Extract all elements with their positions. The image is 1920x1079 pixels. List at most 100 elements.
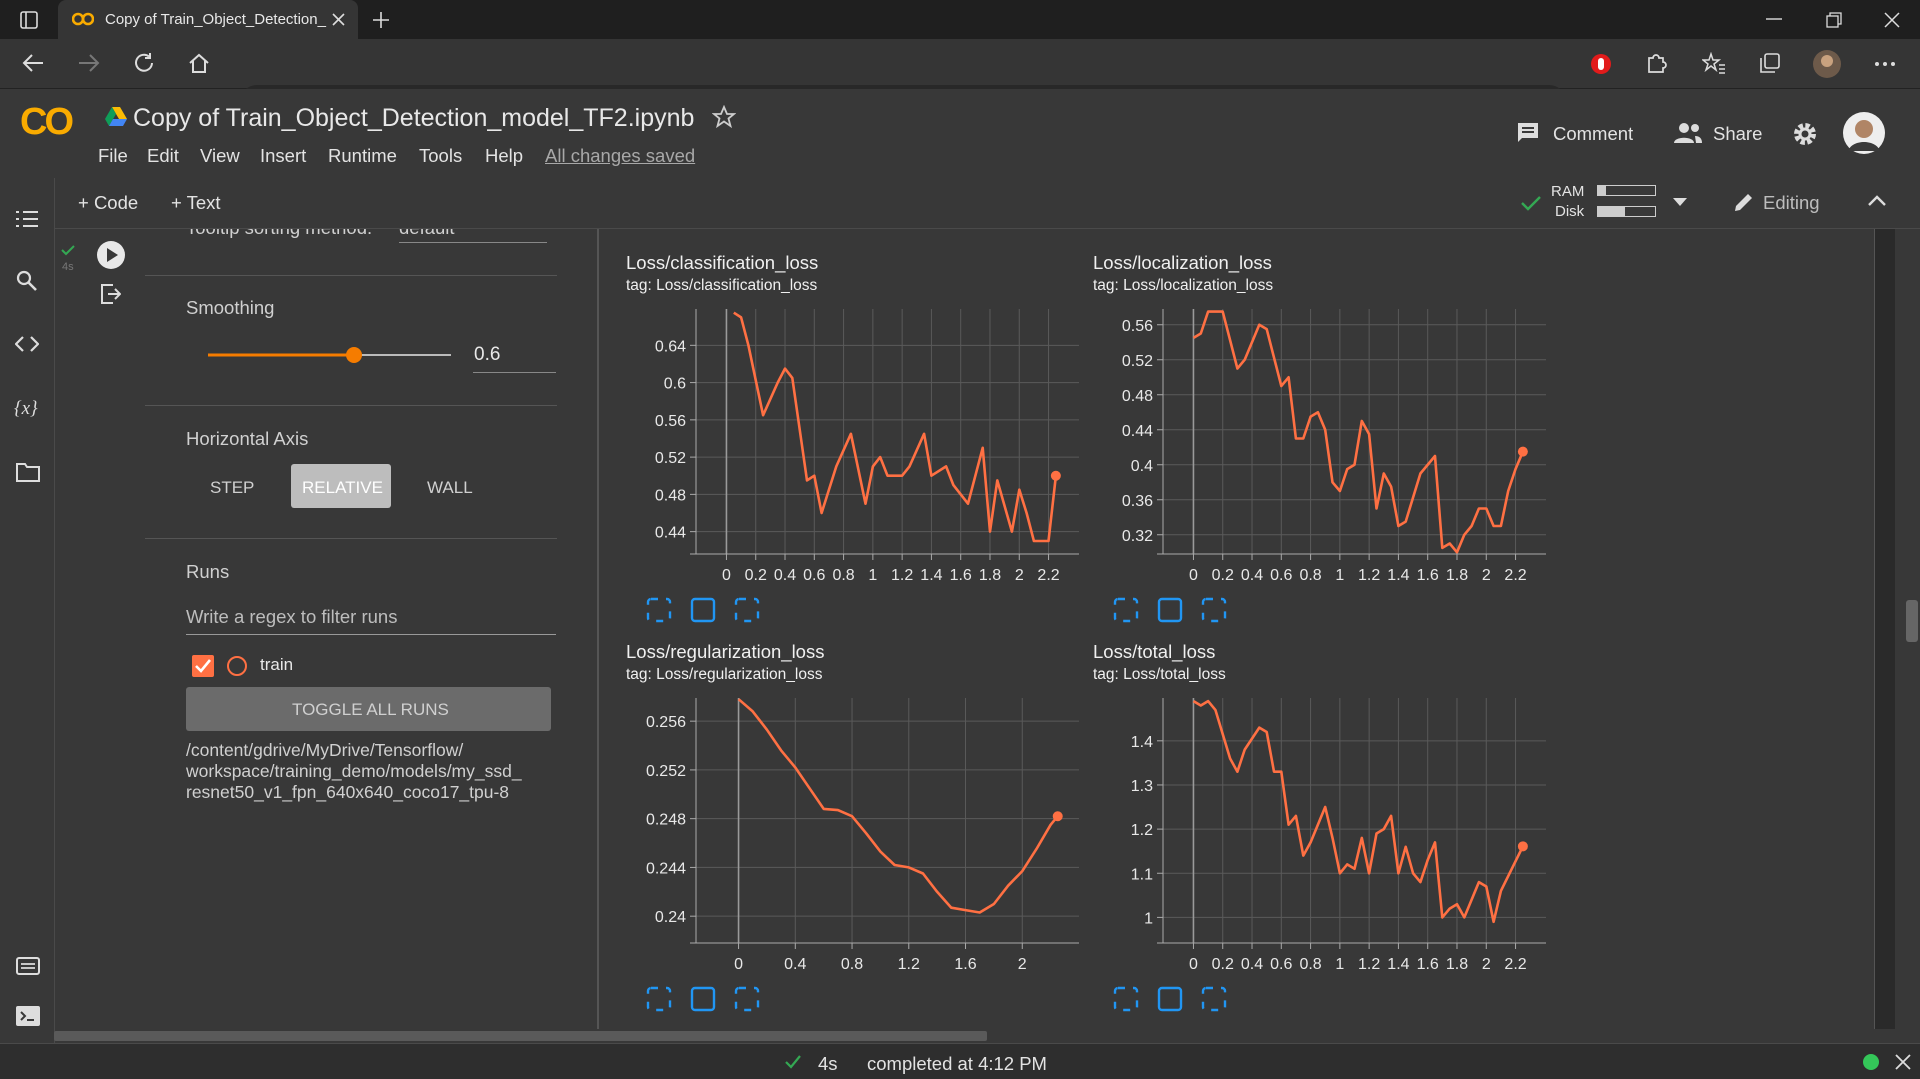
code-snippets-icon[interactable]	[15, 336, 39, 352]
x-tick-label: 1.8	[1446, 567, 1468, 584]
add-code[interactable]: + Code	[78, 192, 139, 213]
variables-icon[interactable]: {x}	[14, 396, 40, 420]
menu-help[interactable]: Help	[485, 145, 524, 166]
menu-insert[interactable]: Insert	[260, 145, 307, 166]
add-text[interactable]: + Text	[171, 192, 221, 213]
x-tick-label: 1.2	[1358, 567, 1380, 584]
close-status[interactable]	[1895, 1054, 1911, 1070]
star-icon[interactable]	[712, 105, 736, 129]
resource-meters[interactable]	[1597, 185, 1657, 219]
axis-relative[interactable]: RELATIVE	[302, 478, 383, 497]
user-avatar[interactable]	[1842, 111, 1886, 155]
x-tick-label: 0.4	[784, 956, 806, 973]
panel-divider	[597, 229, 599, 1029]
more-menu[interactable]	[1874, 61, 1896, 67]
x-tick-label: 0.2	[745, 567, 767, 584]
settings[interactable]	[1792, 121, 1818, 147]
menu-runtime[interactable]: Runtime	[328, 145, 397, 166]
x-tick-label: 2	[1015, 567, 1024, 584]
resources-dropdown[interactable]	[1673, 198, 1687, 206]
profile-avatar[interactable]	[1812, 49, 1842, 79]
menu-file[interactable]: File	[98, 145, 128, 166]
y-tick-label: 0.48	[655, 487, 686, 504]
colab-logo[interactable]: CO	[20, 101, 74, 143]
smoothing-value[interactable]: 0.6	[474, 344, 501, 365]
restore[interactable]	[1826, 12, 1842, 28]
x-tick-label: 1.8	[979, 567, 1001, 584]
status-bar: 4s completed at 4:12 PM	[0, 1043, 1920, 1079]
toggle-log-button[interactable]	[1157, 597, 1183, 623]
x-tick-label: 2	[1018, 956, 1027, 973]
toggle-all-button[interactable]	[186, 687, 551, 731]
fit-domain-button[interactable]	[734, 986, 760, 1012]
collapse-header[interactable]	[1868, 194, 1886, 206]
fullscreen-button[interactable]	[1113, 597, 1139, 623]
minimize[interactable]	[1766, 18, 1782, 21]
axis-wall[interactable]: WALL	[427, 478, 473, 497]
share-icon	[1674, 123, 1702, 143]
back[interactable]	[22, 53, 44, 73]
close-window[interactable]	[1884, 12, 1900, 28]
forward[interactable]	[78, 53, 100, 73]
tab-actions-icon[interactable]	[20, 11, 38, 29]
output-actions[interactable]	[101, 284, 121, 304]
browser-tab[interactable]: Copy of Train_Object_Detection_	[58, 0, 358, 39]
toggle-log-button[interactable]	[1157, 986, 1183, 1012]
new-tab[interactable]	[372, 11, 390, 29]
y-tick-label: 1.3	[1131, 778, 1153, 795]
home[interactable]	[188, 52, 210, 74]
horizontal-axis-label: Horizontal Axis	[186, 428, 309, 449]
files-icon[interactable]	[16, 462, 40, 482]
fit-domain-button[interactable]	[734, 597, 760, 623]
editing-mode[interactable]: Editing	[1763, 192, 1820, 213]
profile-blocked[interactable]	[1589, 52, 1613, 76]
share-button[interactable]: Share	[1713, 123, 1763, 144]
toc-icon[interactable]	[16, 210, 38, 228]
horizontal-scrollbar[interactable]	[54, 1031, 987, 1041]
notebook-title[interactable]: Copy of Train_Object_Detection_model_TF2…	[133, 104, 695, 132]
toggle-all-label[interactable]: TOGGLE ALL RUNS	[292, 700, 449, 719]
fullscreen-button[interactable]	[646, 597, 672, 623]
x-tick-label: 0.6	[1270, 567, 1292, 584]
save-status[interactable]: All changes saved	[545, 145, 696, 166]
chart-title: Loss/total_loss	[1093, 641, 1215, 663]
y-tick-label: 0.48	[1122, 388, 1153, 405]
x-tick-label: 0	[734, 956, 743, 973]
tooltip-sorting-value[interactable]: default	[399, 229, 455, 239]
fit-domain-button[interactable]	[1201, 986, 1227, 1012]
disk-label: Disk	[1555, 203, 1585, 220]
reload[interactable]	[133, 52, 155, 74]
x-tick-label: 1.4	[1387, 956, 1409, 973]
terminal-icon[interactable]	[16, 1006, 40, 1026]
x-tick-label: 0.2	[1212, 567, 1234, 584]
toggle-log-button[interactable]	[690, 986, 716, 1012]
collections[interactable]	[1759, 52, 1781, 74]
smoothing-slider[interactable]	[205, 343, 455, 367]
favorites[interactable]	[1702, 52, 1726, 74]
x-tick-label: 0.8	[832, 567, 854, 584]
search-icon[interactable]	[16, 270, 38, 292]
fit-domain-button[interactable]	[1201, 597, 1227, 623]
command-palette-icon[interactable]	[16, 957, 40, 975]
extensions[interactable]	[1645, 52, 1667, 74]
axis-step[interactable]: STEP	[210, 478, 255, 497]
tab-close[interactable]	[332, 13, 345, 26]
run-cell-button[interactable]	[96, 240, 126, 270]
fullscreen-button[interactable]	[646, 986, 672, 1012]
fullscreen-button[interactable]	[1113, 986, 1139, 1012]
smoothed-line	[737, 698, 1059, 914]
axis-relative-selected[interactable]	[291, 464, 391, 508]
menu-tools[interactable]: Tools	[419, 145, 463, 166]
page-scroll-thumb[interactable]	[1906, 600, 1918, 642]
menu-view[interactable]: View	[200, 145, 240, 166]
runs-filter[interactable]: Write a regex to filter runs	[186, 606, 398, 627]
y-tick-label: 0.244	[646, 860, 686, 877]
tooltip-underline	[399, 242, 547, 243]
menu-edit[interactable]: Edit	[147, 145, 179, 166]
comment-button[interactable]: Comment	[1553, 123, 1634, 144]
toggle-log-button[interactable]	[690, 597, 716, 623]
y-tick-label: 0.56	[655, 413, 686, 430]
run-toggle[interactable]	[192, 653, 272, 679]
x-tick-label: 2	[1482, 956, 1491, 973]
vertical-scrollbar[interactable]	[1874, 229, 1895, 1029]
